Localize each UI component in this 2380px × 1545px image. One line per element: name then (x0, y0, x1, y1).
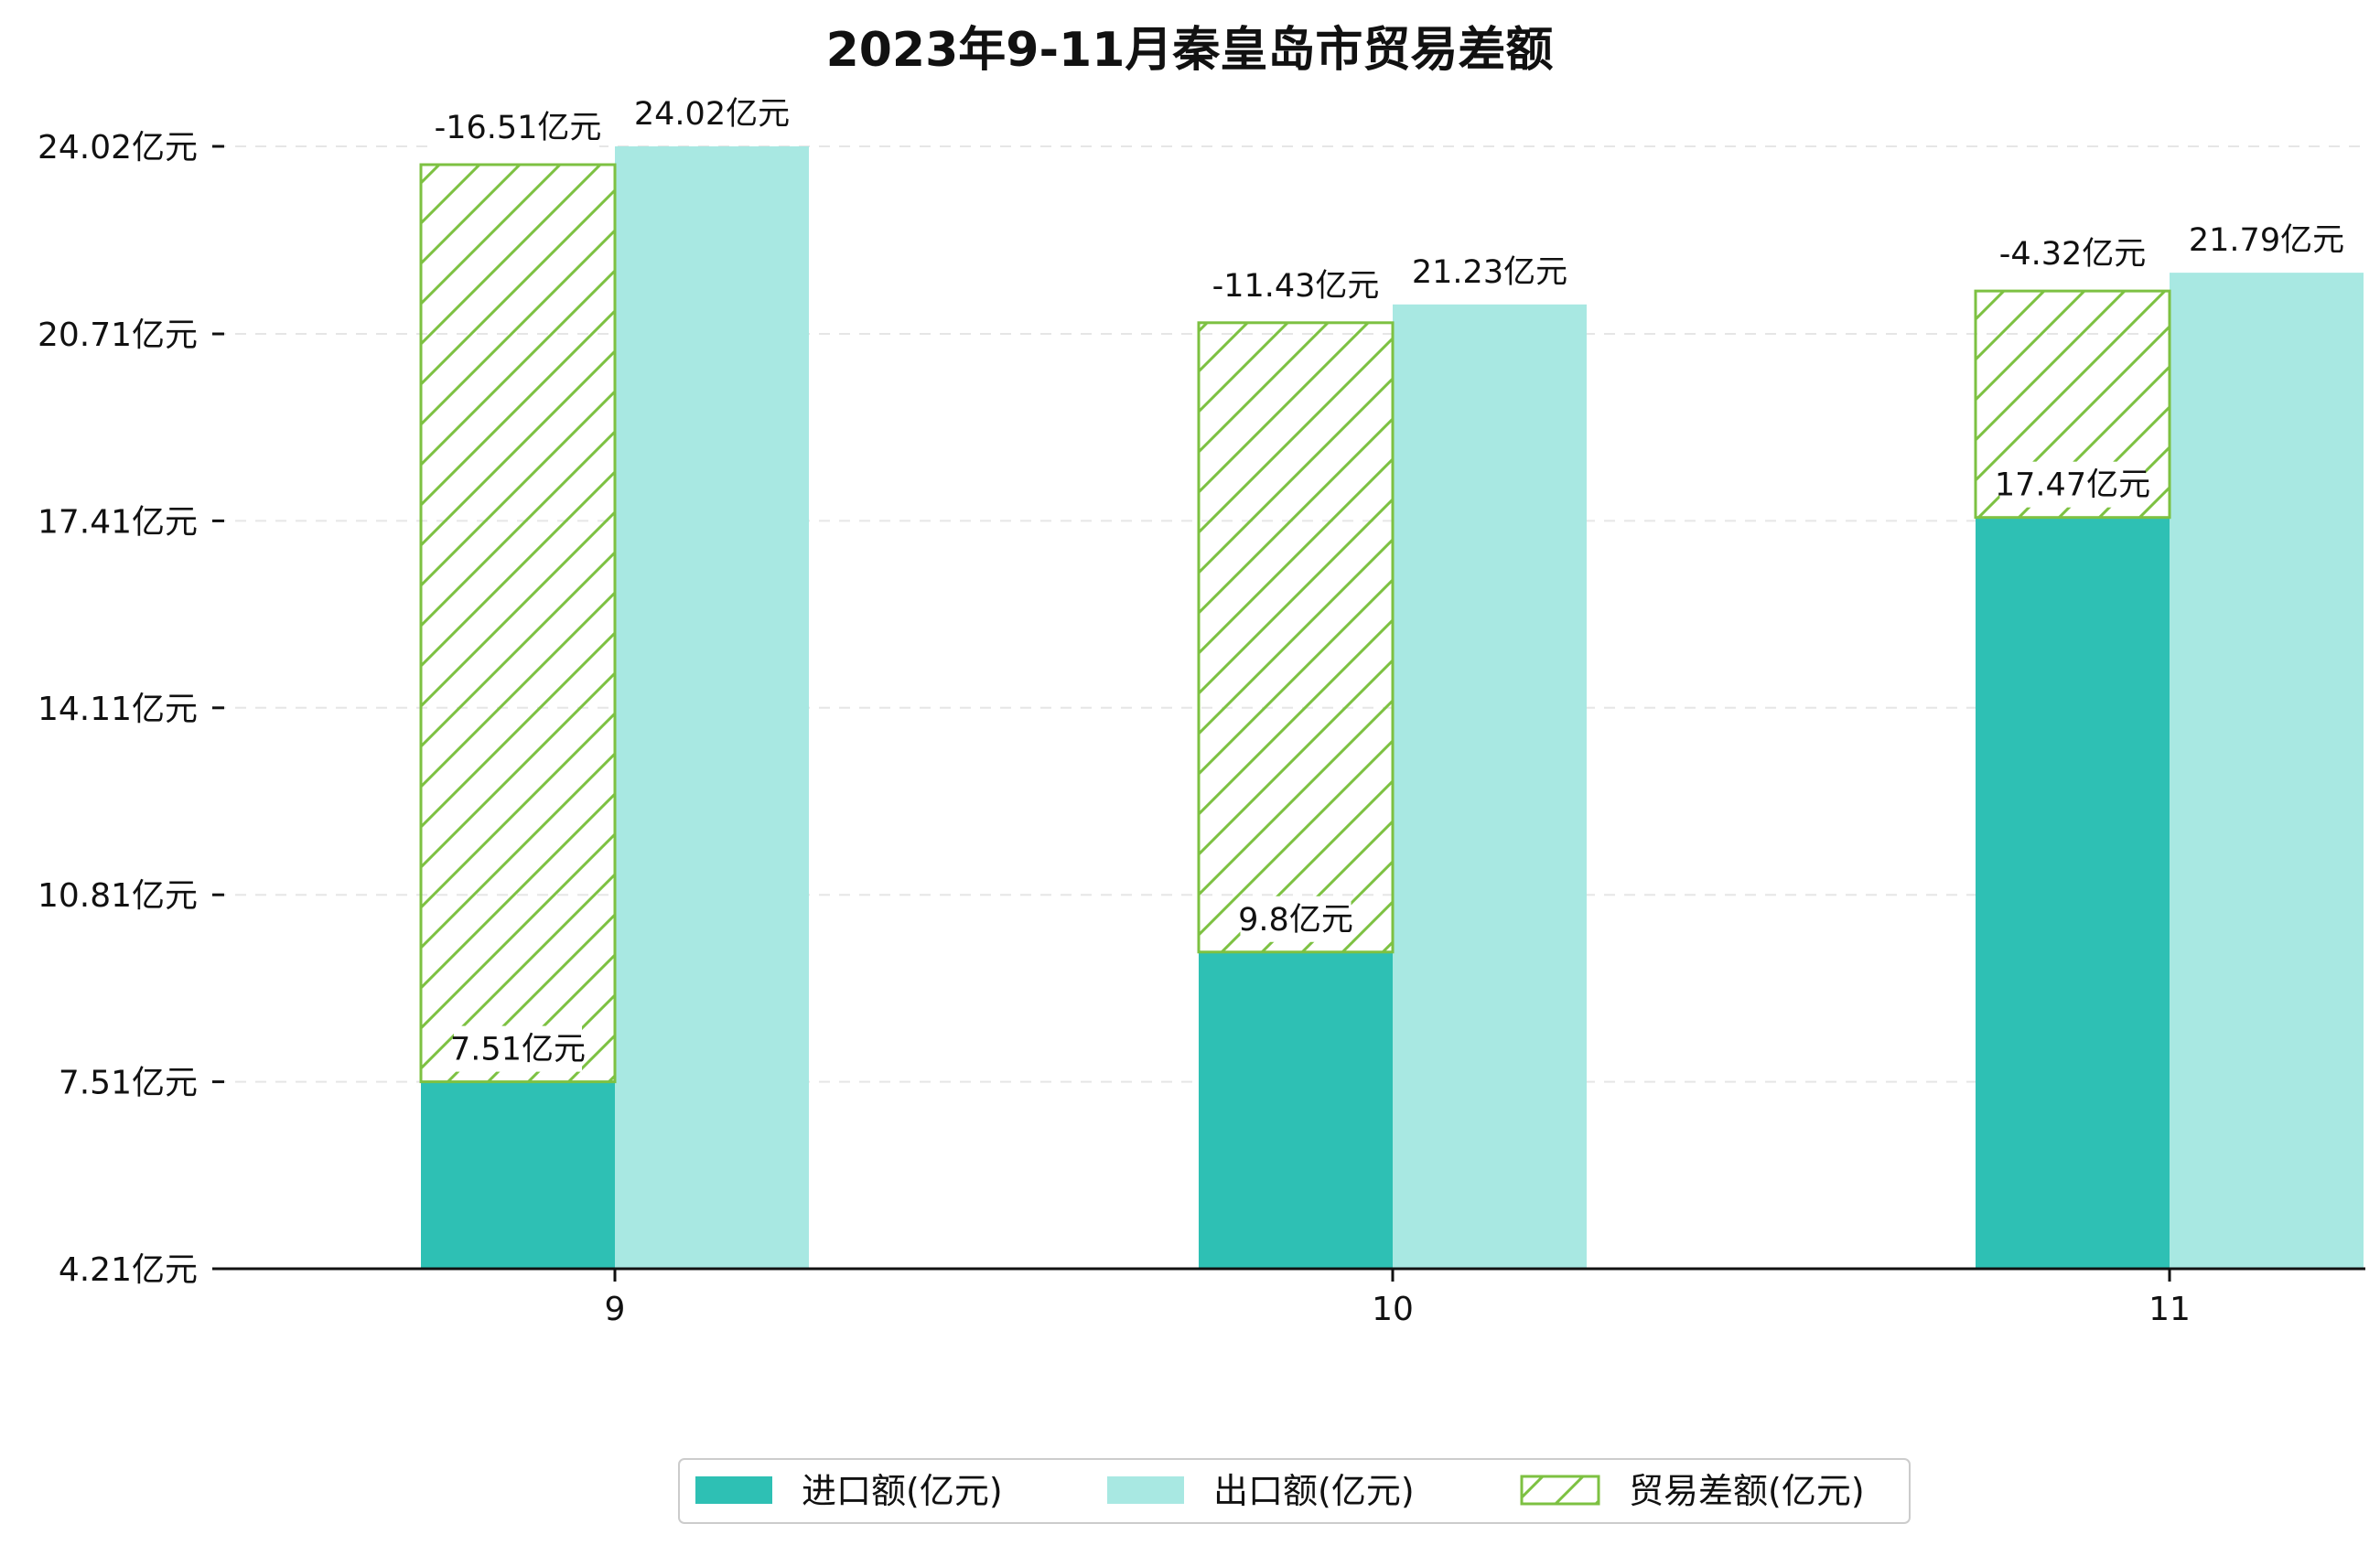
label-balance-11-bg (1999, 231, 2146, 277)
label-export-9: 24.02亿元 (634, 96, 790, 133)
y-tick-label: 24.02亿元 (38, 129, 198, 166)
legend: 进口额(亿元) 出口额(亿元) 贸易差额(亿元) (678, 1458, 1911, 1524)
bar-import-10 (1199, 951, 1393, 1269)
bar-balance-9 (419, 163, 617, 1084)
y-tick-label: 4.21亿元 (59, 1251, 198, 1289)
x-axis-ticks: 9 10 11 (605, 1269, 2191, 1328)
label-balance-9: -16.51亿元 (435, 110, 602, 146)
bar-import-9 (421, 1081, 615, 1269)
bars (419, 146, 2364, 1270)
label-balance-11: -4.32亿元 (1999, 236, 2147, 273)
y-tick-label: 14.11亿元 (38, 691, 198, 728)
label-balance-10-bg (1214, 262, 1377, 308)
label-import-11: 17.47亿元 (1995, 467, 2150, 504)
y-tick-label: 10.81亿元 (38, 877, 198, 915)
chart-title: 2023年9-11月秦皇岛市贸易差额 (826, 23, 1554, 78)
label-export-11-bg (2193, 217, 2340, 263)
bar-import-11 (1976, 517, 2170, 1269)
label-import-9: 7.51亿元 (450, 1032, 586, 1068)
legend-label-balance: 贸易差额(亿元) (1629, 1471, 1865, 1511)
label-import-10: 9.8亿元 (1238, 902, 1353, 939)
legend-frame (678, 1458, 1911, 1524)
legend-label-import: 进口额(亿元) (802, 1471, 1003, 1511)
data-labels: 7.51亿元 24.02亿元 -16.51亿元 9.8亿元 21.23亿元 -11.43亿… (435, 91, 2344, 1072)
label-export-9-bg (639, 91, 785, 136)
label-export-10-bg (1416, 248, 1563, 295)
label-balance-10: -11.43亿元 (1212, 268, 1380, 305)
label-import-9-bg (454, 1025, 582, 1072)
bar-export-10 (1393, 304, 1587, 1270)
label-import-11-bg (1999, 461, 2146, 508)
legend-swatch-balance (1520, 1475, 1600, 1506)
y-axis-ticks: 4.21亿元 7.51亿元 10.81亿元 14.11亿元 17.41亿元 20.71亿元… (38, 129, 224, 1289)
label-import-10-bg (1240, 896, 1352, 942)
legend-swatch-export (1107, 1476, 1184, 1504)
y-tick-label: 7.51亿元 (59, 1065, 198, 1102)
x-tick-label: 11 (2148, 1291, 2191, 1328)
label-balance-9-bg (436, 104, 599, 150)
label-export-10: 21.23亿元 (1412, 254, 1567, 291)
y-tick-label: 20.71亿元 (38, 317, 198, 354)
bar-export-11 (2170, 273, 2364, 1269)
bar-export-9 (615, 146, 809, 1269)
x-tick-label: 9 (605, 1291, 626, 1328)
y-tick-label: 17.41亿元 (38, 503, 198, 541)
legend-swatch-import (695, 1476, 772, 1504)
bar-balance-10 (1197, 321, 1395, 954)
x-tick-label: 10 (1372, 1291, 1414, 1328)
legend-label-export: 出口额(亿元) (1213, 1471, 1415, 1511)
label-export-11: 21.79亿元 (2189, 222, 2344, 259)
